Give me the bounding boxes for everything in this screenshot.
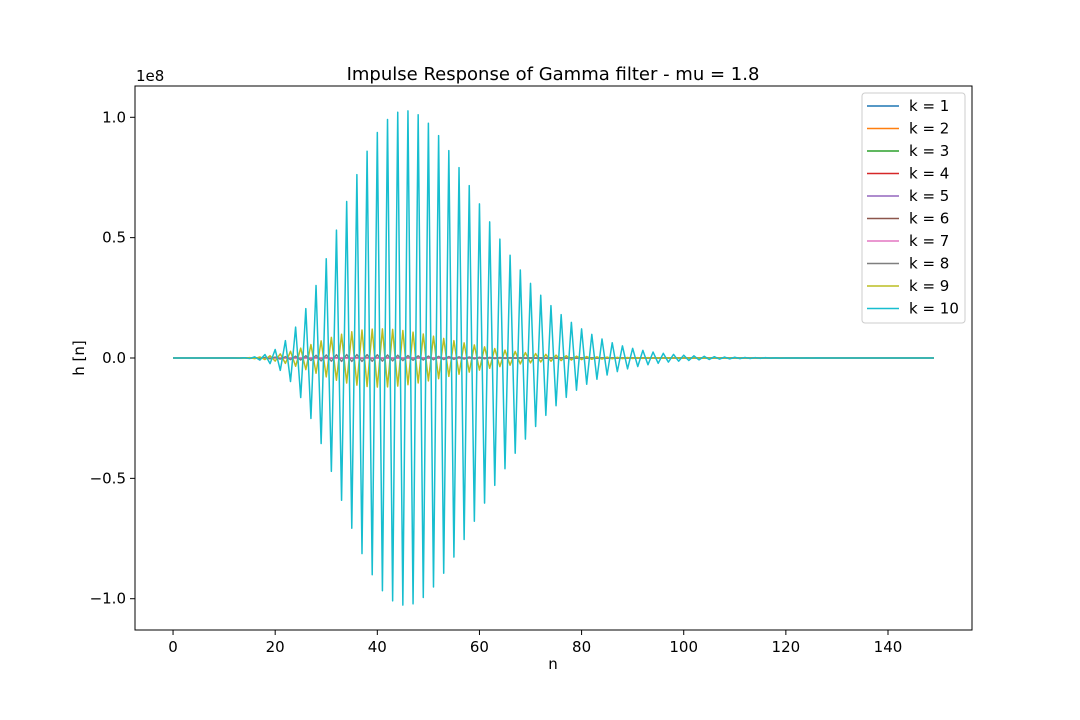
- y-axis-ticks: −1.0 −0.5 0.0 0.5 1.0: [90, 108, 135, 608]
- series-line-k10: [173, 110, 934, 606]
- y-tick-label: 0.0: [102, 349, 126, 367]
- x-tick-label: 120: [772, 638, 801, 656]
- y-tick-label: 1.0: [102, 108, 126, 126]
- x-tick-label: 60: [470, 638, 489, 656]
- series-layer: [173, 110, 934, 606]
- x-tick-label: 100: [669, 638, 698, 656]
- plot-area: [134, 85, 973, 631]
- chart-title: Impulse Response of Gamma filter - mu = …: [347, 64, 760, 85]
- x-axis-label: n: [548, 655, 558, 673]
- legend: k = 1 k = 2 k = 3 k = 4 k = 5 k = 6 k = 7 k = 8…: [861, 92, 966, 324]
- y-axis-label: h [n]: [70, 340, 88, 376]
- legend-label-k9: k = 9: [909, 277, 949, 295]
- legend-label-k10: k = 10: [909, 300, 959, 318]
- legend-label-k8: k = 8: [909, 255, 949, 273]
- legend-label-k6: k = 6: [909, 210, 949, 228]
- x-tick-label: 0: [168, 638, 178, 656]
- legend-label-k1: k = 1: [909, 97, 949, 115]
- legend-label-k2: k = 2: [909, 120, 949, 138]
- x-tick-label: 40: [368, 638, 387, 656]
- x-tick-label: 140: [874, 638, 903, 656]
- legend-label-k5: k = 5: [909, 187, 949, 205]
- legend-label-k3: k = 3: [909, 142, 949, 160]
- legend-label-k4: k = 4: [909, 165, 949, 183]
- y-axis-offset-label: 1e8: [136, 67, 164, 85]
- x-axis-ticks: 0 20 40 60 80 100 120 140: [168, 630, 902, 656]
- y-tick-label: −0.5: [90, 469, 126, 487]
- x-tick-label: 80: [572, 638, 591, 656]
- y-tick-label: 0.5: [102, 229, 126, 247]
- y-tick-label: −1.0: [90, 590, 126, 608]
- x-tick-label: 20: [266, 638, 285, 656]
- legend-label-k7: k = 7: [909, 232, 949, 250]
